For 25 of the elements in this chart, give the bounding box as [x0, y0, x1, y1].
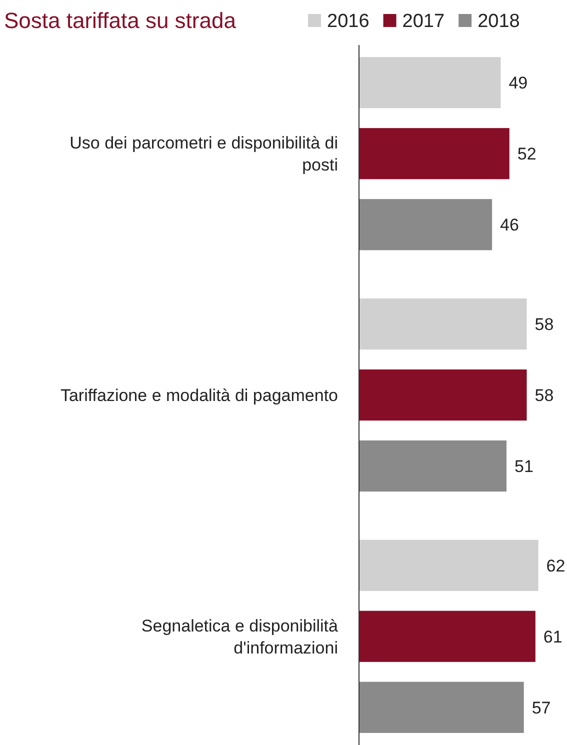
data-label: 58: [534, 314, 554, 334]
bar: [359, 440, 506, 492]
data-label: 61: [543, 627, 562, 646]
data-label: 49: [508, 74, 528, 93]
data-label: 57: [532, 698, 551, 718]
bar: [359, 57, 501, 108]
bar: [359, 682, 524, 733]
legend-label: 2018: [478, 11, 520, 32]
data-label: 58: [534, 386, 554, 405]
bar: [359, 369, 527, 421]
y-tick-label: Uso dei parcometri e disponibilità di posti: [70, 134, 338, 175]
legend-label: 2017: [402, 11, 445, 32]
bar: [359, 610, 536, 662]
y-tick-label: Segnaletica e disponibilità d'informazioni: [141, 616, 339, 658]
bar: [359, 298, 527, 350]
data-label: 51: [514, 456, 534, 476]
data-label: 62: [546, 556, 566, 576]
y-tick-label: Tariffazione e modalità di pagamento: [60, 386, 338, 405]
data-label: 52: [517, 144, 536, 164]
legend-label: 2016: [327, 11, 370, 32]
bar: [359, 128, 510, 180]
bar: [359, 540, 538, 591]
bar: [359, 199, 492, 250]
data-label: 46: [500, 216, 519, 235]
text: Sosta tariffata su strada: [4, 8, 237, 33]
